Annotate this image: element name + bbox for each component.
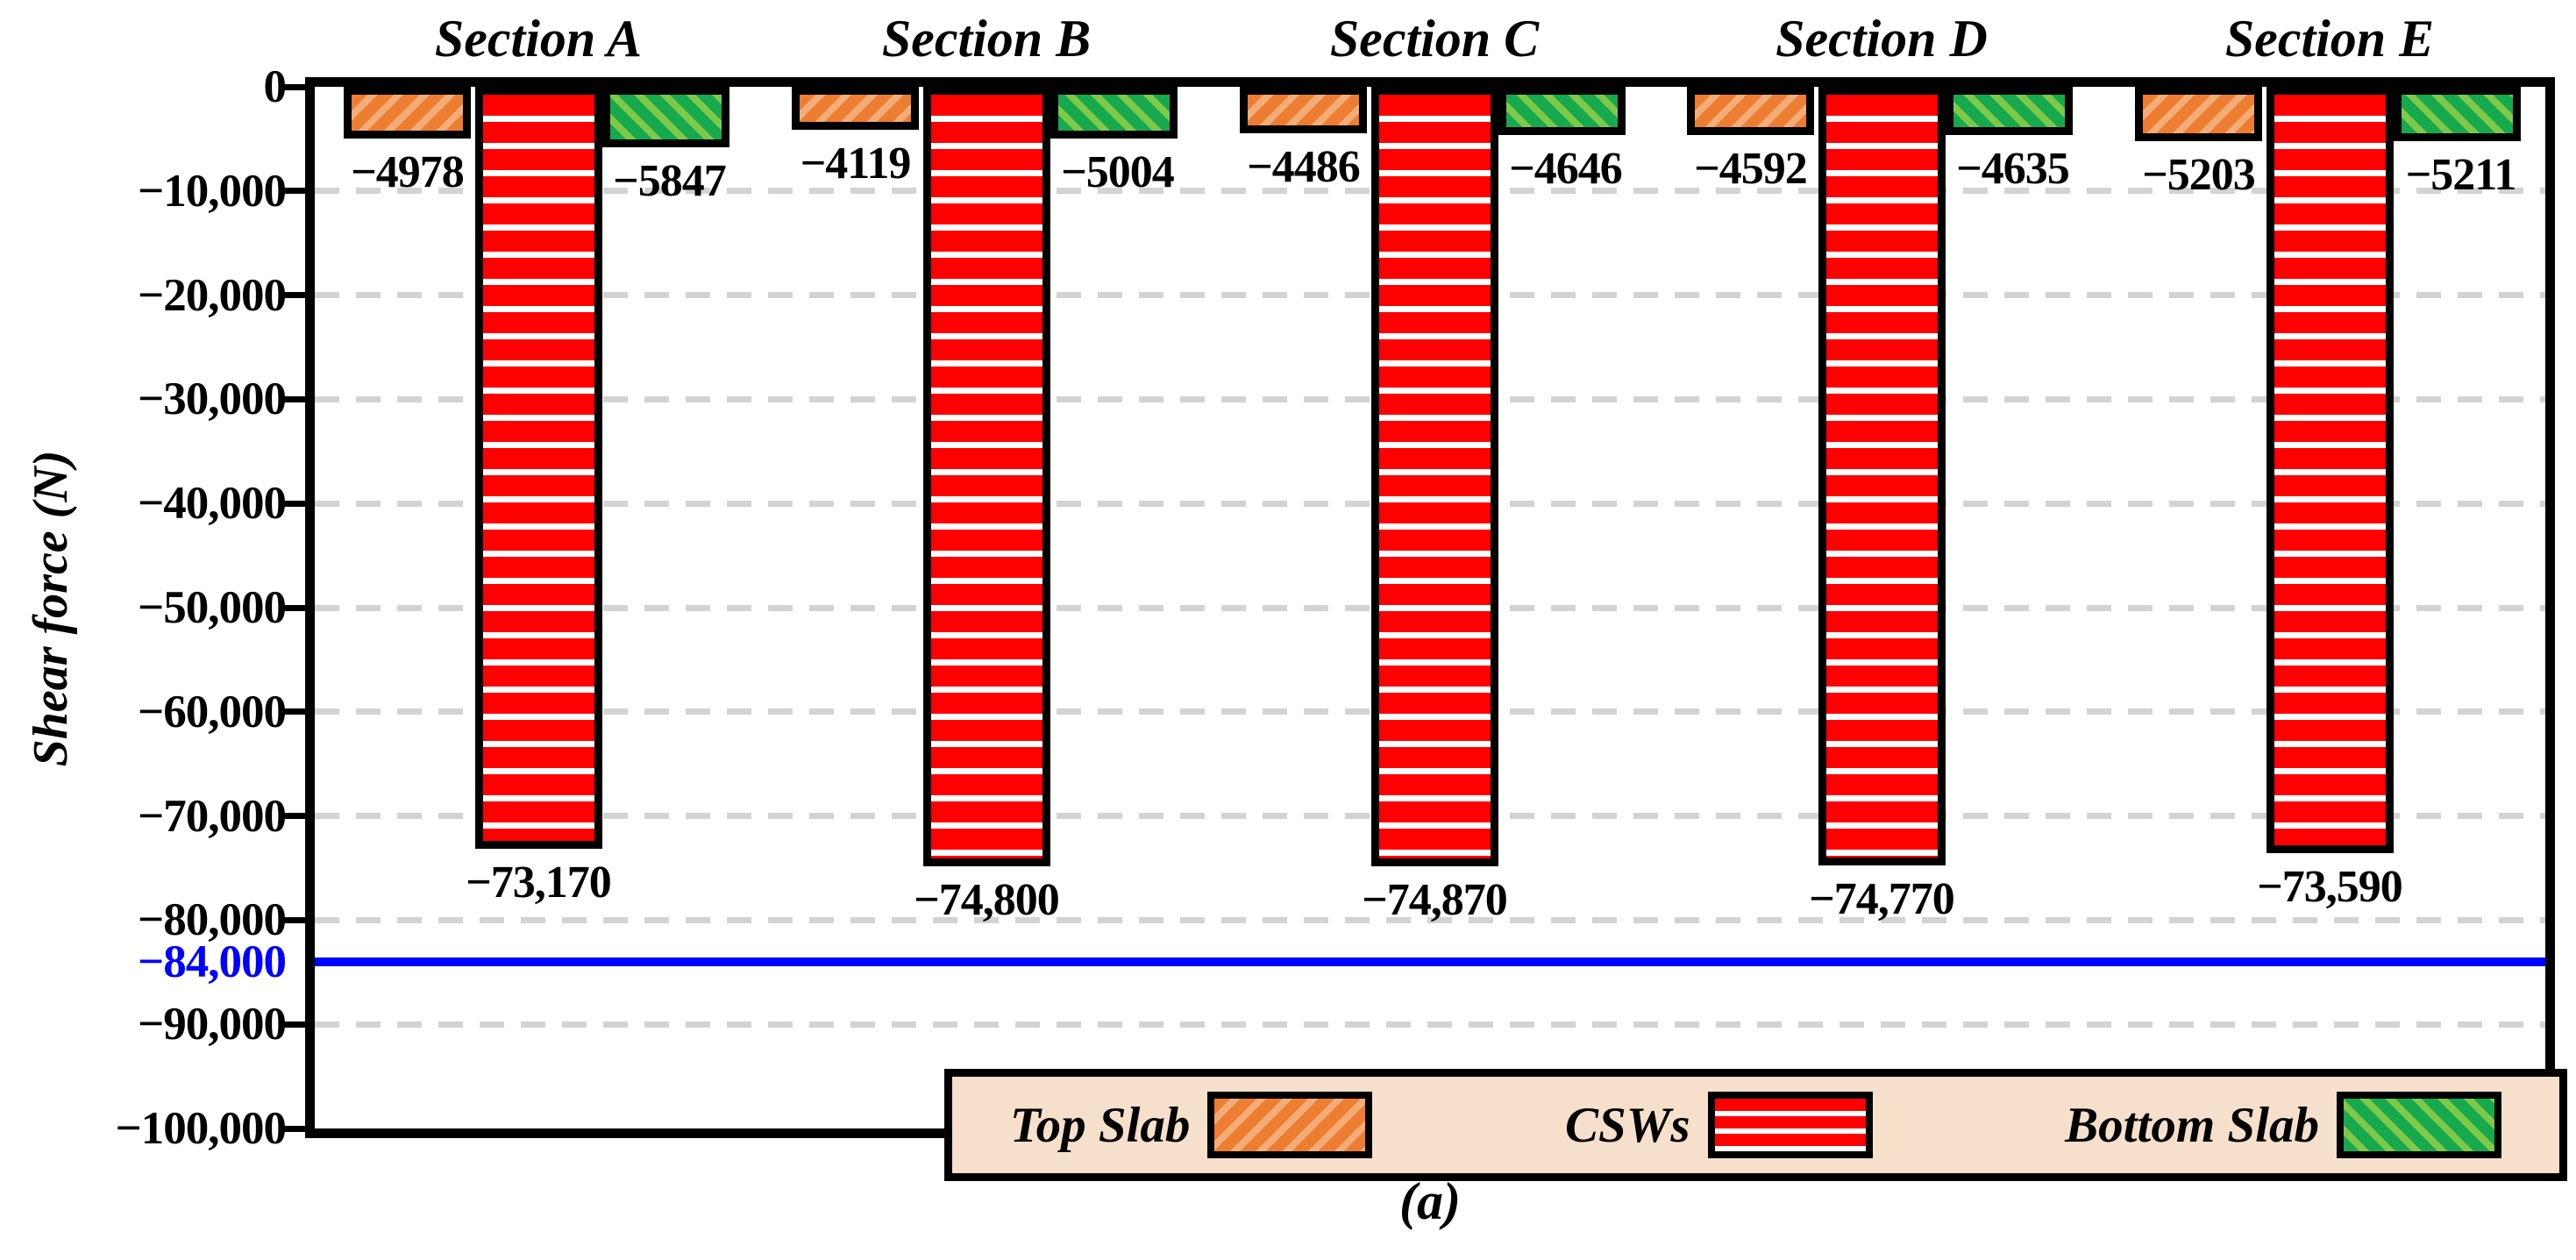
y-tick-label: −30,000 bbox=[138, 374, 287, 425]
y-tick-label: −10,000 bbox=[138, 165, 287, 217]
bar-value-label: −74,870 bbox=[1362, 875, 1508, 926]
legend-item-csws: CSWs bbox=[1565, 1092, 1873, 1158]
legend-swatch-csws bbox=[1707, 1092, 1873, 1158]
bar-value-label: −5211 bbox=[2405, 149, 2517, 200]
bar-csws-section-e bbox=[2266, 87, 2394, 854]
bar-bottom-slab-section-e bbox=[2393, 87, 2521, 141]
bar-value-label: −4592 bbox=[1694, 143, 1808, 194]
y-tick bbox=[284, 188, 305, 195]
bar-value-label: −4978 bbox=[351, 147, 465, 198]
y-tick bbox=[284, 916, 305, 923]
gridline bbox=[315, 1021, 2545, 1028]
y-tick-label: −60,000 bbox=[138, 686, 287, 737]
bar-csws-section-d bbox=[1818, 87, 1946, 866]
plot-area: Top Slab CSWs Bottom Slab −4978 −4119 −448… bbox=[305, 77, 2567, 1181]
bar-top-slab-section-a bbox=[344, 87, 471, 139]
bar-top-slab-section-c bbox=[1240, 87, 1367, 134]
bar-value-label: −4486 bbox=[1247, 142, 1361, 193]
bar-csws-section-c bbox=[1370, 87, 1498, 867]
section-title: Section C bbox=[1329, 10, 1540, 68]
y-tick-label: −90,000 bbox=[138, 999, 287, 1050]
bar-value-label: −5847 bbox=[613, 156, 727, 207]
y-tick bbox=[284, 1021, 305, 1028]
y-tick bbox=[284, 395, 305, 402]
bar-top-slab-section-b bbox=[792, 87, 919, 130]
plot-inner: Top Slab CSWs Bottom Slab −4978 −4119 −448… bbox=[315, 87, 2567, 1181]
bar-value-label: −74,770 bbox=[1809, 874, 1955, 925]
y-tick-label: −50,000 bbox=[138, 582, 287, 633]
legend-label-top-slab: Top Slab bbox=[1010, 1097, 1191, 1153]
bar-value-label: −5004 bbox=[1061, 147, 1175, 198]
y-tick-label: 0 bbox=[263, 61, 288, 112]
bar-value-label: −5203 bbox=[2142, 149, 2256, 200]
y-tick-label: −100,000 bbox=[115, 1103, 287, 1154]
section-title: Section E bbox=[2224, 10, 2435, 68]
bar-bottom-slab-section-d bbox=[1945, 87, 2073, 136]
legend-swatch-bottom-slab bbox=[2336, 1092, 2501, 1158]
gridline bbox=[315, 916, 2545, 923]
y-tick bbox=[284, 83, 305, 90]
bar-bottom-slab-section-b bbox=[1050, 87, 1178, 139]
bar-csws-section-a bbox=[474, 87, 602, 850]
y-tick-label: −40,000 bbox=[138, 478, 287, 530]
legend-swatch-top-slab bbox=[1207, 1092, 1373, 1158]
legend-item-top-slab: Top Slab bbox=[1010, 1092, 1373, 1158]
y-tick bbox=[284, 292, 305, 299]
section-title: Section A bbox=[434, 10, 643, 68]
bar-value-label: −73,170 bbox=[466, 858, 612, 908]
y-tick bbox=[284, 604, 305, 611]
legend: Top Slab CSWs Bottom Slab bbox=[944, 1069, 2567, 1181]
bar-top-slab-section-d bbox=[1687, 87, 1814, 135]
bar-csws-section-b bbox=[922, 87, 1050, 866]
y-tick-label: −80,000 bbox=[138, 894, 287, 946]
y-tick bbox=[284, 1125, 305, 1132]
legend-label-bottom-slab: Bottom Slab bbox=[2065, 1097, 2319, 1153]
y-tick-label: −70,000 bbox=[138, 790, 287, 842]
y-tick bbox=[284, 500, 305, 507]
section-title: Section B bbox=[881, 10, 1092, 68]
legend-label-csws: CSWs bbox=[1564, 1097, 1690, 1153]
bar-top-slab-section-e bbox=[2135, 87, 2262, 141]
reference-line-label: −84,000 bbox=[138, 936, 287, 987]
legend-item-bottom-slab: Bottom Slab bbox=[2065, 1092, 2501, 1158]
bar-value-label: −4119 bbox=[800, 138, 912, 189]
y-tick bbox=[284, 813, 305, 820]
bar-value-label: −4635 bbox=[1956, 144, 2070, 195]
reference-line bbox=[315, 957, 2545, 966]
bar-value-label: −73,590 bbox=[2257, 862, 2403, 913]
figure-caption: (a) bbox=[1399, 1172, 1461, 1230]
bar-value-label: −74,800 bbox=[914, 874, 1060, 925]
y-tick bbox=[284, 708, 305, 715]
bar-value-label: −4646 bbox=[1509, 144, 1623, 195]
bar-bottom-slab-section-a bbox=[601, 87, 729, 148]
bar-bottom-slab-section-c bbox=[1498, 87, 1626, 136]
section-title: Section D bbox=[1775, 10, 1988, 68]
y-tick-label: −20,000 bbox=[138, 269, 287, 321]
